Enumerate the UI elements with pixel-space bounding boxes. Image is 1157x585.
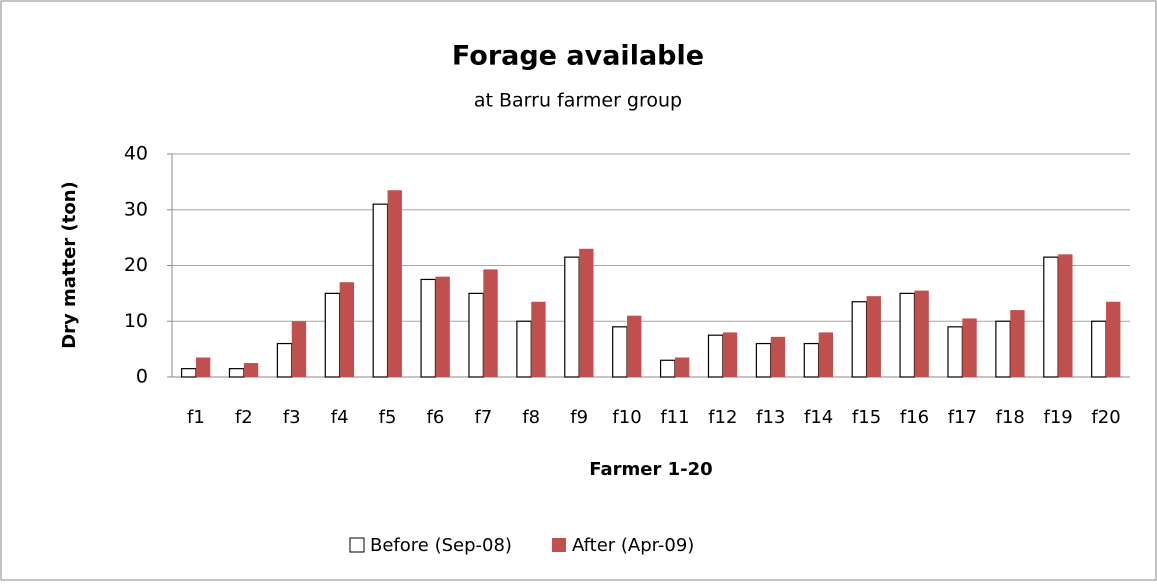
bar: [659, 359, 676, 378]
x-tick-label: f10: [612, 407, 641, 428]
x-tick-label: f5: [379, 407, 397, 428]
x-tick-label: f20: [1091, 407, 1120, 428]
x-axis-title: Farmer 1-20: [589, 459, 712, 480]
bar: [1106, 301, 1121, 377]
bar: [866, 296, 881, 377]
x-tick-label: f12: [708, 407, 737, 428]
bar: [914, 290, 929, 377]
chart-title: Forage available: [452, 41, 704, 72]
x-tick-label: f15: [852, 407, 881, 428]
bar: [962, 318, 977, 377]
bar: [1058, 254, 1073, 377]
bar: [803, 342, 820, 378]
y-tick-label: 10: [124, 310, 148, 332]
bar: [435, 276, 450, 377]
bar: [995, 320, 1011, 378]
x-tick-label: f8: [522, 407, 540, 428]
x-tick-label: f9: [570, 407, 588, 428]
bar: [1010, 310, 1025, 377]
bar: [947, 326, 963, 378]
bar: [180, 368, 197, 378]
x-tick-label: f4: [331, 407, 349, 428]
bar: [579, 248, 594, 377]
bar: [674, 357, 690, 377]
x-tick-label: f3: [283, 407, 301, 428]
bar: [818, 332, 834, 377]
bar: [1043, 256, 1059, 378]
bar: [324, 292, 341, 378]
bar: [722, 332, 738, 377]
bar: [707, 334, 724, 378]
x-tick-label: f18: [996, 407, 1025, 428]
bar: [387, 190, 402, 377]
bar: [372, 203, 389, 378]
x-tick-label: f7: [474, 407, 492, 428]
bar: [1091, 320, 1107, 378]
bar: [243, 363, 259, 377]
x-tick-label: f1: [187, 407, 205, 428]
y-axis-title: Dry matter (ton): [59, 181, 80, 349]
bar: [420, 278, 437, 378]
bar: [612, 326, 628, 378]
bar: [483, 269, 498, 377]
y-tick-label: 30: [124, 198, 148, 220]
bar: [899, 292, 916, 378]
bar: [228, 368, 245, 378]
y-tick-label: 20: [124, 254, 148, 276]
x-tick-label: f13: [756, 407, 785, 428]
bar: [468, 292, 484, 378]
x-tick-label: f11: [660, 407, 689, 428]
x-tick-label: f17: [948, 407, 977, 428]
bar: [291, 321, 307, 377]
bar: [195, 357, 211, 377]
bar: [339, 282, 355, 377]
bar: [627, 315, 642, 377]
legend-label: Before (Sep-08): [370, 535, 512, 556]
bar: [276, 342, 293, 378]
chart-subtitle: at Barru farmer group: [474, 90, 682, 112]
x-tick-label: f14: [804, 407, 833, 428]
bar: [564, 256, 580, 378]
y-tick-label: 0: [136, 366, 148, 388]
x-tick-label: f19: [1044, 407, 1073, 428]
bar: [516, 320, 532, 378]
x-tick-label: f16: [900, 407, 929, 428]
y-tick-label: 40: [124, 143, 148, 165]
bar: [531, 301, 546, 377]
bar: [851, 301, 868, 378]
bar: [755, 342, 772, 378]
legend-swatch: [551, 538, 566, 552]
legend-label: After (Apr-09): [572, 535, 694, 556]
x-tick-label: f2: [235, 407, 253, 428]
legend-swatch: [349, 537, 365, 553]
bar: [770, 336, 786, 377]
x-tick-label: f6: [427, 407, 445, 428]
